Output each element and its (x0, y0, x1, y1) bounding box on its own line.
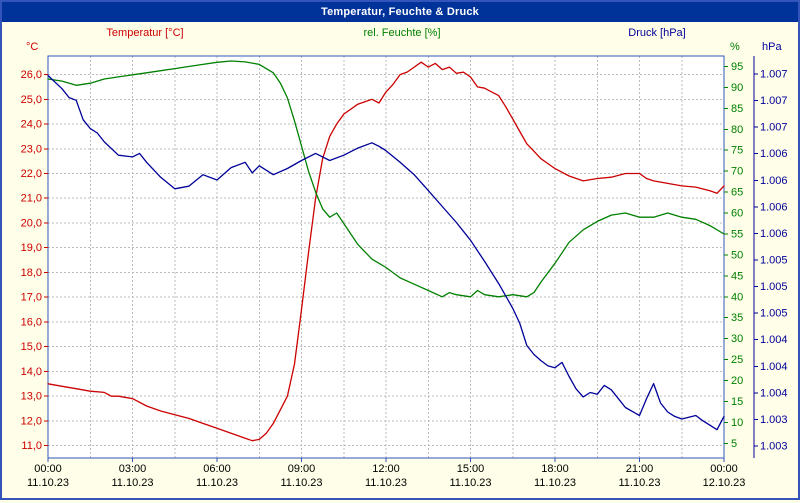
humidity-tick-label: 10 (731, 417, 743, 429)
humidity-tick-label: 90 (731, 82, 743, 94)
pressure-tick-label: 1.007 (760, 122, 788, 134)
pressure-tick-label: 1.005 (760, 308, 788, 320)
x-axis-time-label: 00:00 (710, 463, 738, 475)
humidity-tick-label: 35 (731, 312, 743, 324)
temperature-tick-label: 12,0 (21, 415, 42, 427)
humidity-tick-label: 25 (731, 354, 743, 366)
humidity-tick-label: 20 (731, 375, 743, 387)
temperature-tick-label: 16,0 (21, 316, 42, 328)
pressure-series-line (47, 74, 725, 431)
x-axis-date-label: 11.10.23 (365, 477, 407, 489)
x-axis-time-label: 12:00 (372, 463, 400, 475)
temperature-series-line (47, 61, 725, 442)
x-axis-time-label: 03:00 (119, 463, 147, 475)
humidity-tick-label: 5 (731, 438, 737, 450)
humidity-tick-label: 15 (731, 396, 743, 408)
temperature-tick-label: 24,0 (21, 119, 42, 131)
x-axis-time-label: 21:00 (626, 463, 654, 475)
x-axis-date-label: 11.10.23 (27, 477, 69, 489)
humidity-tick-label: 85 (731, 103, 743, 115)
temperature-tick-label: 14,0 (21, 366, 42, 378)
humidity-series-line (47, 60, 725, 298)
legend-humidity: rel. Feuchte [%] (363, 27, 440, 39)
temperature-tick-label: 26,0 (21, 69, 42, 81)
humidity-tick-label: 40 (731, 291, 743, 303)
x-axis-date-label: 11.10.23 (449, 477, 491, 489)
temperature-tick-label: 11,0 (21, 440, 42, 452)
humidity-tick-label: 65 (731, 187, 743, 199)
right-inner-axis-unit: % (730, 41, 740, 53)
temperature-tick-label: 18,0 (21, 267, 42, 279)
pressure-tick-label: 1.006 (760, 201, 788, 213)
right-outer-axis-unit: hPa (762, 41, 782, 53)
pressure-tick-label: 1.006 (760, 228, 788, 240)
pressure-tick-label: 1.006 (760, 175, 788, 187)
temperature-tick-label: 22,0 (21, 168, 42, 180)
pressure-tick-label: 1.006 (760, 148, 788, 160)
temperature-tick-label: 15,0 (21, 341, 42, 353)
x-axis-date-label: 11.10.23 (111, 477, 153, 489)
x-axis-time-label: 09:00 (288, 463, 316, 475)
x-axis-date-label: 11.10.23 (280, 477, 322, 489)
x-axis-date-label: 11.10.23 (196, 477, 238, 489)
x-axis-time-label: 15:00 (457, 463, 485, 475)
pressure-tick-label: 1.007 (760, 95, 788, 107)
humidity-tick-label: 75 (731, 145, 743, 157)
temperature-tick-label: 17,0 (21, 292, 42, 304)
humidity-tick-label: 60 (731, 208, 743, 220)
pressure-tick-label: 1.004 (760, 387, 788, 399)
legend-pressure: Druck [hPa] (628, 27, 685, 39)
legend-temperature: Temperatur [°C] (106, 27, 183, 39)
x-axis-time-label: 06:00 (203, 463, 231, 475)
temperature-tick-label: 21,0 (21, 193, 42, 205)
pressure-tick-label: 1.007 (760, 69, 788, 81)
temperature-tick-label: 20,0 (21, 217, 42, 229)
x-axis-date-label: 12.10.23 (703, 477, 746, 489)
humidity-tick-label: 50 (731, 249, 743, 261)
temperature-tick-label: 23,0 (21, 143, 42, 155)
pressure-tick-label: 1.005 (760, 281, 788, 293)
x-axis-date-label: 11.10.23 (618, 477, 660, 489)
pressure-tick-label: 1.003 (760, 414, 788, 426)
humidity-tick-label: 55 (731, 228, 743, 240)
humidity-tick-label: 30 (731, 333, 743, 345)
humidity-tick-label: 45 (731, 270, 743, 282)
temperature-tick-label: 19,0 (21, 242, 42, 254)
window-title: Temperatur, Feuchte & Druck (2, 2, 798, 22)
x-axis-time-label: 18:00 (541, 463, 569, 475)
x-axis-date-label: 11.10.23 (534, 477, 576, 489)
x-axis-time-label: 00:00 (34, 463, 62, 475)
humidity-tick-label: 70 (731, 166, 743, 178)
left-axis-unit: °C (26, 41, 38, 53)
pressure-tick-label: 1.005 (760, 255, 788, 267)
pressure-tick-label: 1.004 (760, 334, 788, 346)
temperature-tick-label: 25,0 (21, 94, 42, 106)
temperature-tick-label: 13,0 (21, 391, 42, 403)
humidity-tick-label: 95 (731, 61, 743, 73)
chart-canvas: Temperatur [°C] rel. Feuchte [%] Druck [hP… (21, 27, 788, 489)
pressure-tick-label: 1.003 (760, 441, 788, 453)
humidity-tick-label: 80 (731, 124, 743, 136)
pressure-tick-label: 1.004 (760, 361, 788, 373)
